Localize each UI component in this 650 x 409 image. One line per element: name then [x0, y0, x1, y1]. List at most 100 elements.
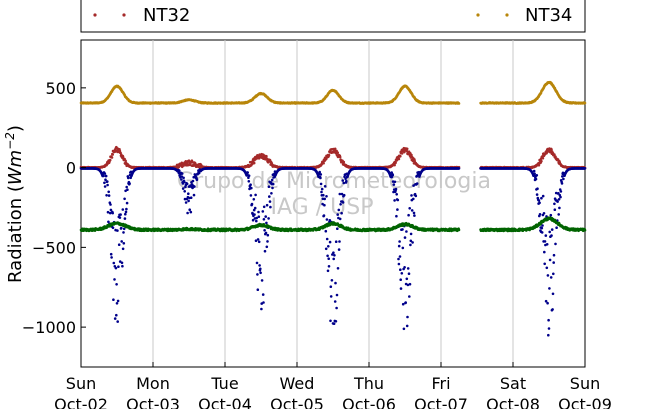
- data-point: [546, 274, 550, 277]
- data-point: [267, 217, 270, 220]
- data-point: [410, 209, 414, 212]
- data-point: [184, 201, 188, 204]
- data-point: [393, 163, 396, 167]
- data-point: [193, 185, 196, 188]
- data-point: [560, 182, 564, 185]
- data-point: [189, 210, 193, 214]
- data-point: [558, 206, 561, 210]
- data-point: [247, 176, 250, 179]
- data-point: [342, 181, 346, 185]
- data-point: [105, 194, 108, 197]
- data-point: [394, 161, 397, 164]
- data-point: [264, 231, 268, 235]
- data-point: [123, 217, 127, 220]
- data-point: [260, 279, 264, 282]
- data-point: [252, 208, 256, 212]
- data-point: [250, 202, 254, 206]
- data-point: [324, 229, 328, 233]
- data-point: [262, 301, 265, 304]
- data-point: [263, 249, 267, 253]
- data-point: [261, 293, 265, 296]
- legend-marker-nt34-b: [505, 13, 509, 17]
- data-point: [124, 212, 127, 216]
- data-point: [322, 161, 325, 165]
- data-point: [405, 324, 409, 328]
- data-point: [108, 158, 112, 162]
- data-point: [328, 219, 332, 222]
- data-point: [125, 207, 128, 211]
- data-point: [252, 161, 256, 165]
- watermark: Grupo de Micrometeorologia IAG / USP: [177, 169, 491, 220]
- data-point: [255, 261, 259, 265]
- data-point: [532, 169, 536, 173]
- data-point: [391, 173, 395, 177]
- legend-label-nt32: NT32: [143, 5, 190, 26]
- data-point: [326, 269, 330, 273]
- data-point: [535, 193, 539, 196]
- data-point: [549, 276, 553, 279]
- data-point: [121, 264, 124, 268]
- data-point: [110, 156, 114, 159]
- data-point: [104, 178, 107, 181]
- data-point: [182, 176, 185, 180]
- data-point: [327, 153, 331, 157]
- data-point: [106, 183, 109, 187]
- legend-marker-nt34: [476, 13, 480, 17]
- data-point: [322, 214, 326, 217]
- data-point: [395, 193, 399, 196]
- data-point: [345, 179, 348, 183]
- data-point: [541, 156, 545, 160]
- data-point: [407, 272, 411, 276]
- data-point: [543, 240, 547, 243]
- data-point: [394, 187, 398, 191]
- data-point: [393, 180, 397, 184]
- data-point: [325, 218, 329, 221]
- data-point: [457, 102, 461, 105]
- data-point: [115, 313, 118, 317]
- data-point: [107, 190, 110, 194]
- data-point: [340, 192, 344, 196]
- data-point: [185, 182, 189, 186]
- data-point: [343, 175, 346, 179]
- data-point: [395, 214, 398, 218]
- data-point: [186, 211, 189, 215]
- data-point: [544, 234, 548, 237]
- plot-area: [80, 39, 586, 368]
- data-point: [340, 211, 343, 215]
- data-point: [266, 233, 270, 237]
- data-point: [262, 205, 266, 209]
- data-point: [122, 231, 125, 234]
- data-point: [257, 240, 261, 244]
- data-point: [407, 213, 410, 217]
- data-point: [320, 190, 323, 194]
- data-point: [342, 193, 346, 197]
- data-point: [327, 257, 331, 261]
- data-point: [547, 318, 550, 322]
- data-point: [534, 177, 538, 181]
- data-point: [542, 212, 546, 215]
- data-point: [336, 267, 340, 270]
- data-point: [332, 257, 336, 261]
- data-point: [257, 215, 261, 218]
- data-point: [401, 302, 405, 306]
- data-point: [108, 211, 112, 215]
- data-point: [553, 202, 556, 206]
- data-point: [118, 216, 122, 219]
- data-point: [270, 178, 274, 182]
- data-point: [554, 242, 557, 246]
- data-point: [247, 174, 251, 177]
- data-point: [333, 147, 337, 151]
- data-point: [328, 240, 332, 244]
- data-point: [319, 173, 323, 176]
- data-point: [120, 226, 123, 230]
- data-point: [120, 240, 123, 243]
- legend-label-nt34: NT34: [525, 5, 572, 26]
- data-point: [399, 278, 403, 282]
- data-point: [259, 271, 262, 275]
- data-point: [249, 183, 252, 186]
- data-point: [103, 185, 107, 188]
- data-point: [396, 208, 399, 211]
- data-point: [120, 261, 124, 265]
- data-point: [109, 208, 113, 212]
- data-point: [397, 262, 401, 266]
